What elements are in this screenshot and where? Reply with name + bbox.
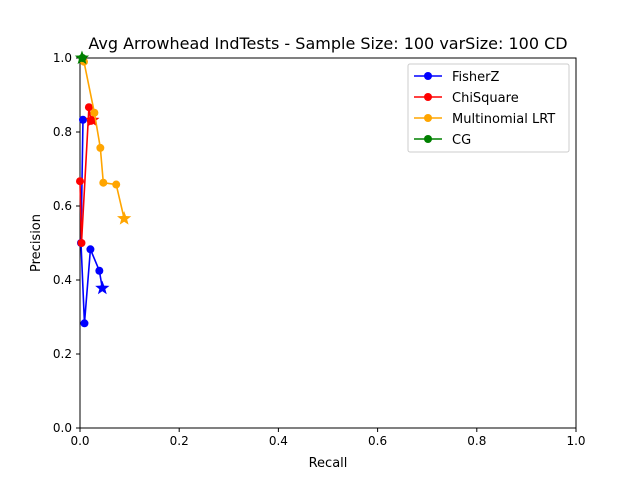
y-tick-label: 1.0 (53, 51, 72, 65)
y-tick-label: 0.0 (53, 421, 72, 435)
data-point (95, 266, 104, 275)
legend-label: FisherZ (452, 70, 499, 85)
data-point (96, 143, 105, 152)
data-point (112, 180, 121, 189)
legend-marker (424, 72, 432, 80)
x-axis: 0.0 0.2 0.4 0.6 0.8 1.0 (70, 428, 586, 448)
x-tick-label: 0.8 (467, 434, 486, 448)
legend-item-chisquare: ChiSquare (414, 91, 519, 106)
legend-marker (424, 93, 432, 101)
legend-item-multinomial-lrt: Multinomial LRT (414, 112, 555, 127)
data-point (76, 177, 84, 186)
star-marker (74, 50, 90, 65)
data-point (99, 178, 108, 187)
y-tick-label: 0.4 (53, 273, 72, 287)
y-tick-label: 0.2 (53, 347, 72, 361)
legend-marker (424, 135, 432, 143)
y-axis: 0.0 0.2 0.4 0.6 0.8 1.0 (53, 51, 80, 435)
legend-label: ChiSquare (452, 91, 519, 106)
data-point (77, 239, 86, 247)
series-layer (74, 50, 132, 328)
x-tick-label: 0.2 (170, 434, 189, 448)
x-tick-label: 0.6 (368, 434, 387, 448)
x-tick-label: 1.0 (566, 434, 585, 448)
legend: FisherZ ChiSquare Multinomial LRT CG (407, 63, 570, 153)
y-axis-label: Precision (29, 214, 44, 272)
star-marker (85, 112, 100, 127)
legend-item-cg: CG (414, 133, 471, 148)
data-point (86, 245, 95, 254)
y-tick-label: 0.8 (53, 125, 72, 139)
x-tick-label: 0.0 (70, 434, 89, 448)
legend-item-fisherz: FisherZ (414, 70, 499, 85)
data-point (78, 115, 87, 124)
star-marker (117, 211, 132, 225)
data-point (80, 319, 89, 328)
legend-box (407, 63, 570, 153)
series-fisherz (76, 115, 110, 328)
data-point (84, 103, 93, 112)
series-multinomial-lrt (79, 57, 132, 225)
x-tick-label: 0.4 (269, 434, 288, 448)
legend-label: Multinomial LRT (452, 112, 555, 127)
data-point (90, 108, 99, 117)
series-chisquare (76, 103, 100, 247)
star-marker (95, 280, 110, 295)
legend-marker (424, 114, 432, 122)
chart-title: Avg Arrowhead IndTests - Sample Size: 10… (88, 34, 567, 53)
series-cg (74, 50, 90, 65)
series-line-multinomial-lrt (83, 61, 125, 219)
y-tick-label: 0.6 (53, 199, 72, 213)
x-axis-label: Recall (309, 456, 348, 471)
legend-label: CG (452, 133, 471, 148)
